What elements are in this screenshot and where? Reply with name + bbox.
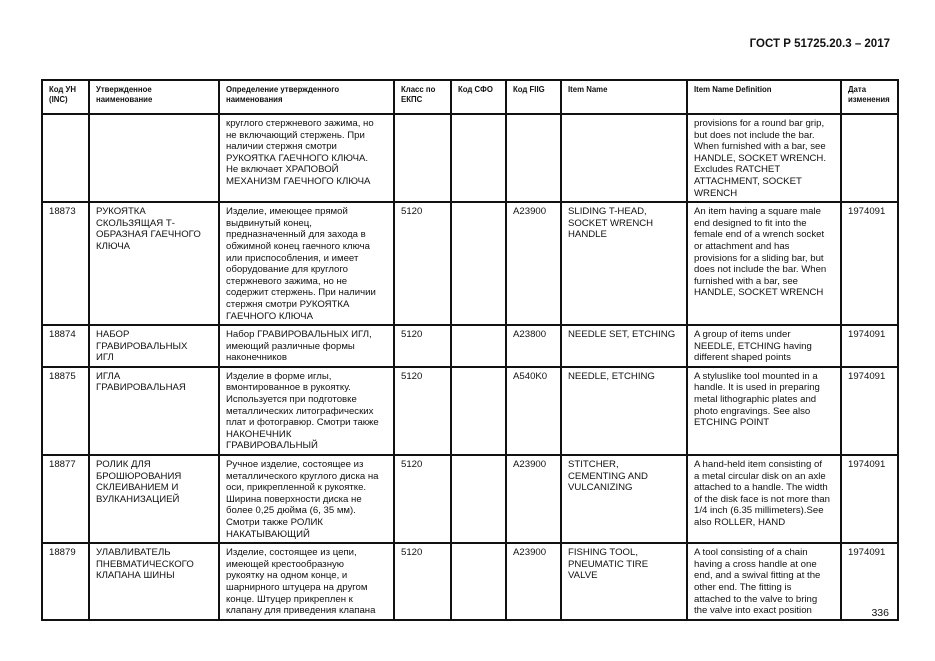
cell-item-name: STITCHER, CEMENTING AND VULCANIZING <box>560 454 688 545</box>
cell-class: 5120 <box>393 324 452 368</box>
cell-inc: 18877 <box>41 454 90 545</box>
cell-sfo <box>450 454 507 545</box>
cell-item-name: FISHING TOOL, PNEUMATIC TIRE VALVE <box>560 542 688 621</box>
cell-fiig <box>505 112 562 204</box>
cell-item-definition: A tool consisting of a chain having a cr… <box>686 542 842 621</box>
cell-name: РУКОЯТКА СКОЛЬЗЯЩАЯ Т- ОБРАЗНАЯ ГАЕЧНОГО… <box>88 201 220 327</box>
cell-name: НАБОР ГРАВИРОВАЛЬНЫХ ИГЛ <box>88 324 220 368</box>
cell-inc <box>41 112 90 204</box>
cell-name: ИГЛА ГРАВИРОВАЛЬНАЯ <box>88 365 220 457</box>
cell-inc: 18873 <box>41 201 90 327</box>
cell-inc: 18875 <box>41 365 90 457</box>
cell-date: 1974091 <box>840 324 899 368</box>
cell-inc: 18879 <box>41 542 90 621</box>
cell-fiig: A540K0 <box>505 365 562 457</box>
cell-item-name: SLIDING T-HEAD, SOCKET WRENCH HANDLE <box>560 201 688 327</box>
cell-class: 5120 <box>393 454 452 545</box>
cell-definition: Набор ГРАВИРОВАЛЬНЫХ ИГЛ, имеющий различ… <box>218 324 395 368</box>
table-header-row: Код УН (INC) Утвержденное наименование Опр… <box>41 79 899 115</box>
cell-definition: Изделие в форме иглы, вмонтированное в р… <box>218 365 395 457</box>
cell-item-name <box>560 112 688 204</box>
cell-definition: Изделие, имеющее прямой выдвинутый конец… <box>218 201 395 327</box>
column-header-class: Класс по ЕКПС <box>393 79 452 115</box>
cell-inc: 18874 <box>41 324 90 368</box>
cell-definition: Ручное изделие, состоящее из металлическ… <box>218 454 395 545</box>
cell-definition: круглого стержневого зажима, но не включ… <box>218 112 395 204</box>
cell-item-definition: A styluslike tool mounted in a handle. I… <box>686 365 842 457</box>
cell-item-definition: provisions for a round bar grip, but doe… <box>686 112 842 204</box>
page-number: 336 <box>871 607 889 619</box>
cell-sfo <box>450 542 507 621</box>
table-row: 18879 УЛАВЛИВАТЕЛЬ ПНЕВМАТИЧЕСКОГО КЛАПАН… <box>41 542 899 621</box>
cell-date: 1974091 <box>840 201 899 327</box>
column-header-item-definition: Item Name Definition <box>686 79 842 115</box>
cell-class: 5120 <box>393 542 452 621</box>
cell-item-name: NEEDLE SET, ETCHING <box>560 324 688 368</box>
cell-sfo <box>450 112 507 204</box>
cell-fiig: A23900 <box>505 201 562 327</box>
table-row: 18877 РОЛИК ДЛЯ БРОШЮРОВАНИЯ СКЛЕИВАНИЕМ … <box>41 454 899 545</box>
table-row: 18874 НАБОР ГРАВИРОВАЛЬНЫХ ИГЛ Набор ГРАВИ… <box>41 324 899 368</box>
column-header-inc: Код УН (INC) <box>41 79 90 115</box>
cell-date <box>840 112 899 204</box>
cell-fiig: A23800 <box>505 324 562 368</box>
cell-name: РОЛИК ДЛЯ БРОШЮРОВАНИЯ СКЛЕИВАНИЕМ И ВУЛ… <box>88 454 220 545</box>
cell-sfo <box>450 324 507 368</box>
cell-item-definition: A hand-held item consisting of a metal c… <box>686 454 842 545</box>
cell-item-name: NEEDLE, ETCHING <box>560 365 688 457</box>
cell-item-definition: An item having a square male end designe… <box>686 201 842 327</box>
column-header-sfo: Код СФО <box>450 79 507 115</box>
catalog-table: Код УН (INC) Утвержденное наименование Опр… <box>41 79 899 621</box>
cell-date: 1974091 <box>840 542 899 621</box>
table-row: круглого стержневого зажима, но не включ… <box>41 112 899 204</box>
column-header-name: Утвержденное наименование <box>88 79 220 115</box>
cell-definition: Изделие, состоящее из цепи, имеющей крес… <box>218 542 395 621</box>
cell-fiig: A23900 <box>505 542 562 621</box>
cell-name <box>88 112 220 204</box>
column-header-definition: Определение утвержденного наименования <box>218 79 395 115</box>
cell-sfo <box>450 201 507 327</box>
column-header-date: Дата изменения <box>840 79 899 115</box>
cell-item-definition: A group of items under NEEDLE, ETCHING h… <box>686 324 842 368</box>
cell-fiig: A23900 <box>505 454 562 545</box>
document-title: ГОСТ Р 51725.20.3 – 2017 <box>749 38 890 50</box>
table-row: 18875 ИГЛА ГРАВИРОВАЛЬНАЯ Изделие в форме … <box>41 365 899 457</box>
column-header-item-name: Item Name <box>560 79 688 115</box>
table-row: 18873 РУКОЯТКА СКОЛЬЗЯЩАЯ Т- ОБРАЗНАЯ ГАЕ… <box>41 201 899 327</box>
cell-sfo <box>450 365 507 457</box>
column-header-fiig: Код FIIG <box>505 79 562 115</box>
cell-class <box>393 112 452 204</box>
cell-date: 1974091 <box>840 365 899 457</box>
cell-class: 5120 <box>393 365 452 457</box>
cell-date: 1974091 <box>840 454 899 545</box>
cell-class: 5120 <box>393 201 452 327</box>
cell-name: УЛАВЛИВАТЕЛЬ ПНЕВМАТИЧЕСКОГО КЛАПАНА ШИН… <box>88 542 220 621</box>
